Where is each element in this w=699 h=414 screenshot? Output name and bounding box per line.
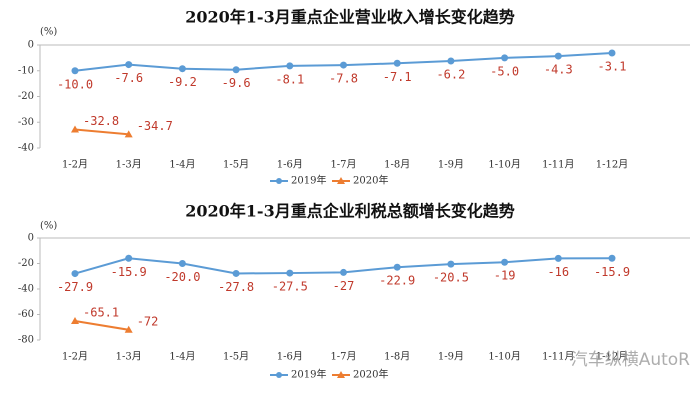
data-label: -27.8 bbox=[218, 280, 254, 294]
legend-label: 2019年 bbox=[291, 368, 326, 381]
series-line bbox=[74, 320, 129, 331]
legend-label: 2019年 bbox=[291, 174, 326, 187]
x-tick-label: 1-8月 bbox=[384, 351, 410, 363]
x-tick-label: 1-3月 bbox=[116, 351, 142, 363]
x-tick-label: 1-6月 bbox=[277, 351, 303, 363]
x-tick-label: 1-9月 bbox=[438, 159, 464, 171]
data-label: -32.8 bbox=[83, 114, 119, 128]
chart-title: 2020年1-3月重点企业利税总额增长变化趋势 bbox=[185, 202, 514, 221]
series-line bbox=[74, 257, 613, 275]
data-label: -6.2 bbox=[436, 67, 465, 81]
y-axis-label: (%) bbox=[40, 221, 57, 232]
x-tick-label: 1-2月 bbox=[62, 351, 88, 363]
data-label: -16 bbox=[547, 265, 569, 279]
data-label: -20.0 bbox=[164, 270, 200, 284]
x-tick-label: 1-3月 bbox=[116, 159, 142, 171]
x-tick-label: 1-10月 bbox=[488, 351, 520, 363]
data-label: -8.1 bbox=[275, 72, 304, 86]
x-tick-label: 1-11月 bbox=[542, 351, 574, 363]
y-tick-label: -20 bbox=[18, 91, 34, 102]
x-tick-label: 1-5月 bbox=[223, 351, 249, 363]
legend-marker bbox=[276, 178, 282, 184]
legend-marker bbox=[276, 372, 282, 378]
x-tick-label: 1-4月 bbox=[169, 159, 195, 171]
data-label: -15.9 bbox=[594, 265, 630, 279]
data-label: -5.0 bbox=[490, 64, 519, 78]
data-label: -34.7 bbox=[137, 119, 173, 133]
x-tick-label: 1-9月 bbox=[438, 351, 464, 363]
data-label: -72 bbox=[137, 314, 159, 328]
x-tick-label: 1-12月 bbox=[596, 159, 628, 171]
data-label: -10.0 bbox=[57, 77, 93, 91]
watermark: 汽车纵横AutoR bbox=[571, 350, 690, 370]
y-tick-label: -30 bbox=[18, 117, 34, 128]
x-tick-label: 1-12月 bbox=[596, 351, 628, 363]
y-tick-label: 0 bbox=[28, 233, 34, 244]
y-tick-label: -40 bbox=[18, 284, 34, 295]
data-label: -7.6 bbox=[114, 71, 143, 85]
data-label: -65.1 bbox=[83, 306, 119, 320]
data-label: -7.8 bbox=[329, 72, 358, 86]
data-label: -4.3 bbox=[544, 63, 573, 77]
y-axis-label: (%) bbox=[40, 27, 57, 38]
data-label: -20.5 bbox=[433, 271, 469, 285]
legend-label: 2020年 bbox=[353, 368, 388, 381]
x-tick-label: 1-7月 bbox=[330, 351, 356, 363]
data-label: -9.6 bbox=[222, 76, 251, 90]
legend-marker bbox=[337, 371, 345, 378]
x-tick-label: 1-11月 bbox=[542, 159, 574, 171]
x-tick-label: 1-2月 bbox=[62, 159, 88, 171]
data-label: -27.9 bbox=[57, 280, 93, 294]
x-tick-label: 1-5月 bbox=[223, 159, 249, 171]
series-line bbox=[74, 51, 613, 72]
x-tick-label: 1-6月 bbox=[277, 159, 303, 171]
y-tick-label: -60 bbox=[18, 309, 34, 320]
legend-marker bbox=[337, 177, 345, 184]
x-tick-label: 1-7月 bbox=[330, 159, 356, 171]
point bbox=[71, 125, 79, 133]
y-tick-label: -20 bbox=[18, 258, 34, 269]
legend-label: 2020年 bbox=[353, 174, 388, 187]
data-label: -27.5 bbox=[272, 280, 308, 294]
series-line bbox=[74, 128, 129, 136]
x-tick-label: 1-8月 bbox=[384, 159, 410, 171]
data-label: -19 bbox=[494, 269, 516, 283]
data-label: -15.9 bbox=[111, 265, 147, 279]
y-tick-label: -80 bbox=[18, 335, 34, 346]
data-label: -7.1 bbox=[383, 70, 412, 84]
chart-title: 2020年1-3月重点企业营业收入增长变化趋势 bbox=[185, 8, 514, 27]
data-label: -27 bbox=[333, 279, 355, 293]
data-label: -22.9 bbox=[379, 274, 415, 288]
y-tick-label: 0 bbox=[28, 40, 34, 51]
y-tick-label: -40 bbox=[18, 143, 34, 154]
data-label: -3.1 bbox=[598, 59, 627, 73]
x-tick-label: 1-10月 bbox=[488, 159, 520, 171]
data-label: -9.2 bbox=[168, 75, 197, 89]
y-tick-label: -10 bbox=[18, 65, 34, 76]
x-tick-label: 1-4月 bbox=[169, 351, 195, 363]
